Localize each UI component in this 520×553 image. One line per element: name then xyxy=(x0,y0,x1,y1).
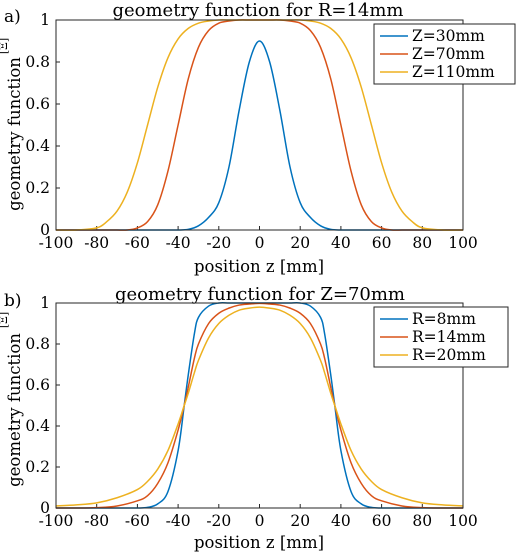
panel-a-x-axis-label: position z [mm] xyxy=(194,257,324,276)
panel-a-x-tick-label: 80 xyxy=(412,234,432,252)
panel-a-y-tick-label: 0 xyxy=(40,221,50,239)
panel-a-y-tick-label: 0.4 xyxy=(25,137,50,155)
panel-b-title: geometry function for Z=70mm xyxy=(115,284,405,305)
panel-a: a) geometry function for R=14mm geometry… xyxy=(0,0,516,276)
panel-a-legend-label: Z=70mm xyxy=(412,45,485,63)
panel-b-y-ticks: 0 0.2 0.4 0.6 0.8 1 xyxy=(25,294,60,517)
panel-b-y-tick-label: 0 xyxy=(40,499,50,517)
panel-a-plot-frame xyxy=(55,19,464,231)
panel-b-x-tick-label: -60 xyxy=(125,512,150,530)
panel-b-x-tick-label: 60 xyxy=(372,512,392,530)
panel-b-x-tick-label: -40 xyxy=(166,512,191,530)
panel-b-x-tick-label: -80 xyxy=(84,512,109,530)
panel-a-x-tick-label: 100 xyxy=(448,234,478,252)
panel-a-label: a) xyxy=(4,7,21,27)
panel-b-x-tick-label: 100 xyxy=(448,512,478,530)
panel-b-x-tick-label: 80 xyxy=(412,512,432,530)
panel-b-y-tick-label: 0.2 xyxy=(25,458,50,476)
panel-b-legend-label: R=14mm xyxy=(412,328,486,346)
panel-b-legend-label: R=8mm xyxy=(412,310,476,328)
panel-b-x-tick-label: 0 xyxy=(255,512,265,530)
panel-a-x-tick-label: 60 xyxy=(372,234,392,252)
panel-a-y-tick-label: 0.8 xyxy=(25,53,50,71)
panel-b-y-tick-label: 0.4 xyxy=(25,417,50,435)
panel-b-y-axis-label: geometry function xyxy=(5,333,24,487)
panel-a-legend-label: Z=30mm xyxy=(412,27,485,45)
panel-b-y-axis-unit: [Ξ] xyxy=(0,312,10,328)
panel-a-y-tick-label: 1 xyxy=(40,11,50,29)
panel-a-x-tick-label: -100 xyxy=(39,234,74,252)
panel-a-x-tick-label: 20 xyxy=(290,234,310,252)
panel-b-y-tick-label: 0.6 xyxy=(25,376,50,394)
panel-a-y-tick-label: 0.6 xyxy=(25,95,50,113)
panel-a-y-axis-unit: [Ξ] xyxy=(0,38,10,54)
panel-b-x-tick-label: 40 xyxy=(331,512,351,530)
panel-b-series-line-r-20mm xyxy=(55,306,464,507)
panel-a-y-tick-label: 0.2 xyxy=(25,179,50,197)
panel-b: b) geometry function for Z=70mm geometry… xyxy=(0,284,509,552)
panel-b-y-tick-label: 0.8 xyxy=(25,335,50,353)
panel-a-x-tick-label: 40 xyxy=(331,234,351,252)
panel-a-x-tick-label: -80 xyxy=(84,234,109,252)
panel-a-x-ticks: -100 -80 -60 -40 -20 0 20 40 60 80 100 xyxy=(39,226,478,252)
panel-a-legend-label: Z=110mm xyxy=(412,63,495,81)
panel-b-x-tick-label: 20 xyxy=(290,512,310,530)
panel-a-title: geometry function for R=14mm xyxy=(112,0,403,21)
panel-a-x-tick-label: -20 xyxy=(206,234,231,252)
panel-b-x-tick-label: -20 xyxy=(206,512,231,530)
panel-b-x-axis-label: position z [mm] xyxy=(194,533,324,552)
panel-a-x-tick-label: -40 xyxy=(166,234,191,252)
panel-a-x-tick-label: 0 xyxy=(255,234,265,252)
panel-b-x-ticks: -100 -80 -60 -40 -20 0 20 40 60 80 100 xyxy=(39,504,478,530)
panel-b-label: b) xyxy=(4,291,22,311)
panel-a-y-axis-label: geometry function xyxy=(5,57,24,211)
panel-b-y-tick-label: 1 xyxy=(40,294,50,312)
panel-b-plot-frame xyxy=(55,302,464,509)
panel-b-legend-label: R=20mm xyxy=(412,346,486,364)
panel-a-y-ticks: 0 0.2 0.4 0.6 0.8 1 xyxy=(25,11,60,239)
panel-b-x-tick-label: -100 xyxy=(39,512,74,530)
panel-a-x-tick-label: -60 xyxy=(125,234,150,252)
